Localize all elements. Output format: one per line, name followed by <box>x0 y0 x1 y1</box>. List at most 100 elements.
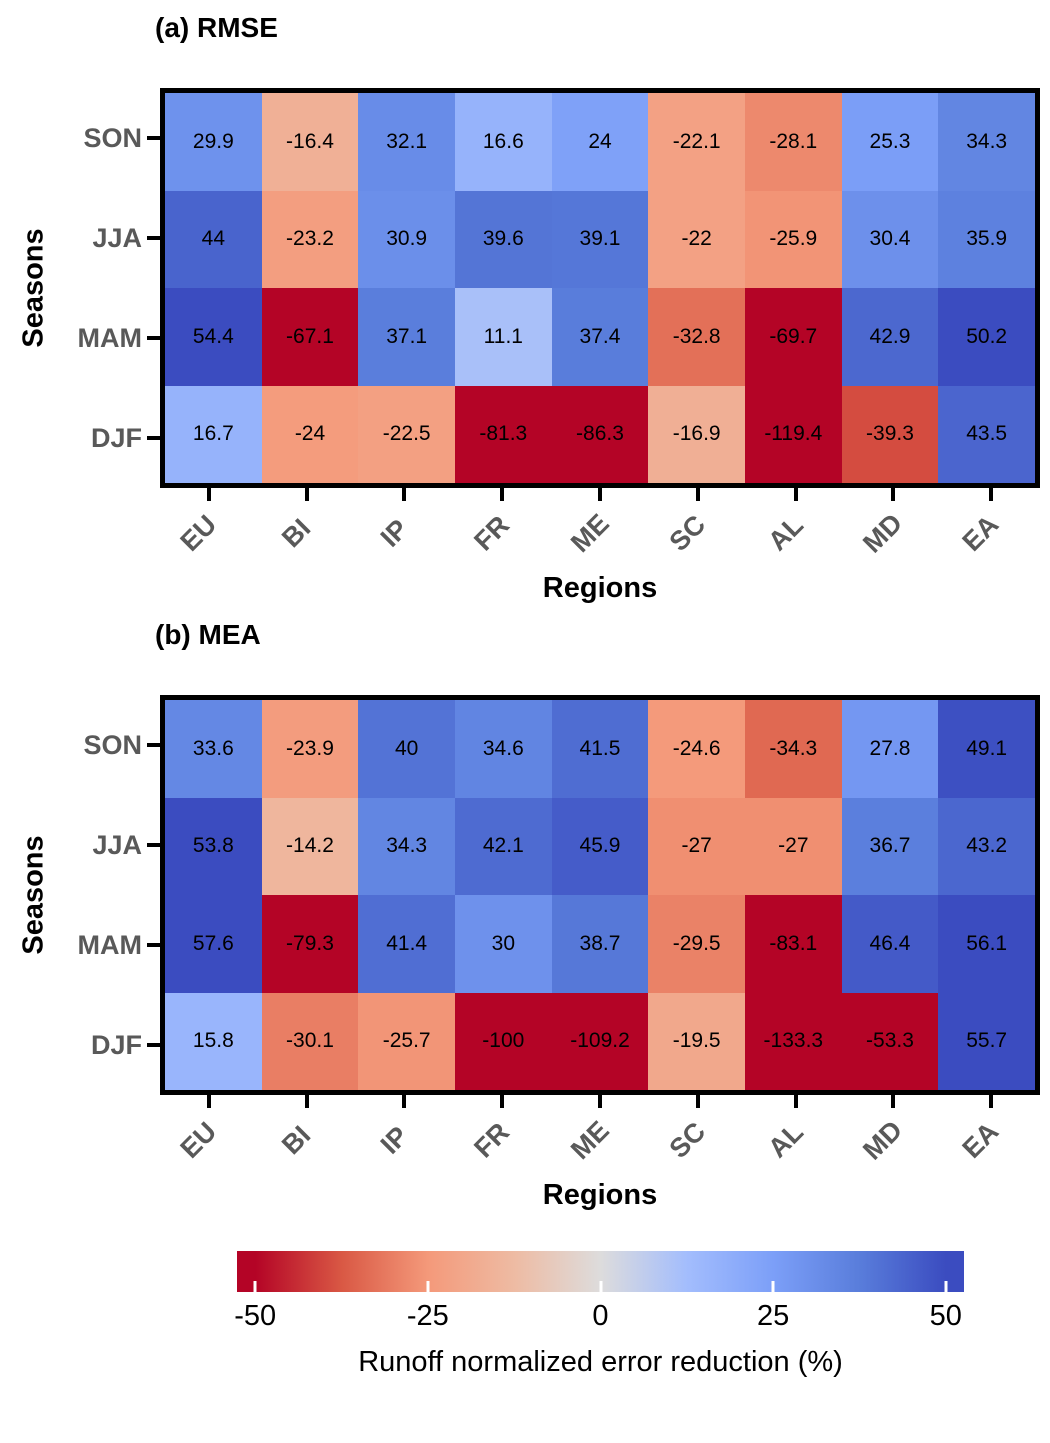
x-tick-mark <box>206 1095 211 1108</box>
x-tick-mark <box>695 1095 700 1108</box>
heatmap-cell: -16.9 <box>648 385 745 483</box>
heatmap-cell: -24 <box>261 385 359 483</box>
x-tick-mark <box>304 488 309 501</box>
x-tick-label: IP <box>374 1120 414 1160</box>
heatmap-cell: -23.2 <box>261 190 359 288</box>
heatmap-cell: -133.3 <box>744 992 842 1090</box>
heatmap-cell: 41.4 <box>358 895 455 993</box>
x-tick-cell: AL <box>747 502 845 574</box>
y-tick-mark <box>147 843 160 847</box>
y-tick-label: MAM <box>77 322 142 353</box>
y-tick-label: JJA <box>92 222 142 253</box>
y-tick-marks <box>147 695 160 1095</box>
x-tick-label: EU <box>174 509 223 558</box>
heatmap-cell: -86.3 <box>551 385 649 483</box>
colorbar-tick-label: -50 <box>234 1300 277 1332</box>
heatmap-cell: -23.9 <box>261 700 359 798</box>
x-tick-label: SC <box>663 509 712 558</box>
x-tick-mark <box>206 488 211 501</box>
colorbar-tick-mark <box>944 1281 948 1292</box>
y-tick-marks <box>147 88 160 488</box>
heatmap-cell: 49.1 <box>938 700 1035 798</box>
heatmap-cell: -19.5 <box>648 992 745 1090</box>
x-tick-marks <box>160 488 1040 501</box>
x-tick-cell: EA <box>942 1109 1040 1181</box>
heatmap-cell: -28.1 <box>744 93 842 191</box>
x-tick-label: BI <box>276 512 317 554</box>
heatmap-cell: -109.2 <box>551 992 649 1090</box>
x-tick-cell: EA <box>942 502 1040 574</box>
heatmap-cell: -34.3 <box>744 700 842 798</box>
heatmap-cell: 34.3 <box>358 797 455 895</box>
heatmap-cell: 39.6 <box>454 190 552 288</box>
panel-mea: (b) MEA Seasons SON JJA MAM DJF 33.6 -23.9 40… <box>0 607 1050 1214</box>
x-tick-mark <box>500 488 505 501</box>
x-tick-label: MD <box>857 507 909 559</box>
heatmap-cell: 56.1 <box>938 895 1035 993</box>
x-tick-cell: SC <box>649 1109 747 1181</box>
heatmap-cell: 43.5 <box>938 385 1035 483</box>
heatmap-cell: -22 <box>648 190 745 288</box>
y-tick-label: DJF <box>90 1029 142 1060</box>
x-tick-label: EA <box>956 509 1005 558</box>
heatmap-cell: 44 <box>165 190 262 288</box>
heatmap-cell: 16.6 <box>454 93 552 191</box>
heatmap-cell: -25.7 <box>358 992 455 1090</box>
y-tick-mark <box>147 236 160 240</box>
heatmap-cell: -14.2 <box>261 797 359 895</box>
x-tick-cell: SC <box>649 502 747 574</box>
panel-b-title: (b) MEA <box>155 619 261 650</box>
colorbar-tick-label: 50 <box>929 1300 962 1332</box>
heatmap-cell: 53.8 <box>165 797 262 895</box>
x-tick-mark <box>402 488 407 501</box>
heatmap-cell: -32.8 <box>648 288 745 386</box>
heatmap-cell: 46.4 <box>841 895 939 993</box>
heatmap-cell: 30.9 <box>358 190 455 288</box>
x-tick-mark <box>402 1095 407 1108</box>
x-tick-cell: ME <box>551 1109 649 1181</box>
x-tick-cell: BI <box>258 1109 356 1181</box>
colorbar-tick-mark <box>771 1281 775 1292</box>
heatmap-grid: 33.6 -23.9 40 34.6 41.5 -24.6 -34.3 27.8 49.1 53.… <box>165 700 1035 1090</box>
x-tick-cell: AL <box>747 1109 845 1181</box>
heatmap-cell: 54.4 <box>165 288 262 386</box>
x-tick-cell: FR <box>453 502 551 574</box>
colorbar-tick-label: -25 <box>406 1300 449 1332</box>
y-tick-label: DJF <box>90 422 142 453</box>
colorbar-tick-mark <box>599 1281 602 1292</box>
y-tick-label: JJA <box>92 829 142 860</box>
x-tick-cell: EU <box>160 1109 258 1181</box>
y-tick-mark <box>147 943 160 947</box>
x-tick-label: MD <box>857 1114 909 1166</box>
colorbar-tick-label: 25 <box>757 1300 790 1332</box>
panel-a-title: (a) RMSE <box>155 12 278 43</box>
x-tick-label: ME <box>564 1115 615 1166</box>
x-tick-label: IP <box>374 513 414 553</box>
colorbar-tick-mark <box>253 1281 257 1292</box>
x-tick-mark <box>500 1095 505 1108</box>
heatmap-cell: 40 <box>358 700 455 798</box>
heatmap-cell: 15.8 <box>165 992 262 1090</box>
x-tick-label: AL <box>761 509 809 557</box>
x-tick-mark <box>989 1095 994 1108</box>
panel-rmse: (a) RMSE Seasons SON JJA MAM DJF 29.9 -16.4 3… <box>0 0 1050 607</box>
heatmap-cell: -27 <box>648 797 745 895</box>
heatmap-cell: -22.1 <box>648 93 745 191</box>
heatmap-cell: -100 <box>454 992 552 1090</box>
heatmap-cell: -53.3 <box>841 992 939 1090</box>
y-tick-mark <box>147 336 160 340</box>
y-tick-mark <box>147 436 160 440</box>
x-axis-title: Regions <box>542 1179 658 1211</box>
y-tick-label: SON <box>83 122 142 153</box>
x-tick-marks <box>160 1095 1040 1108</box>
x-tick-cell: EU <box>160 502 258 574</box>
heatmap-cell: 33.6 <box>165 700 262 798</box>
colorbar-gradient <box>237 1251 964 1292</box>
heatmap-cell: 29.9 <box>165 93 262 191</box>
colorbar: -50 -25 0 25 50 Runoff normalized error redu… <box>234 1251 964 1379</box>
x-tick-label: FR <box>468 1116 516 1164</box>
heatmap-cell: 30 <box>454 895 552 993</box>
heatmap-cell: -16.4 <box>261 93 359 191</box>
x-tick-labels: EU BI IP FR ME SC AL MD EA <box>160 1109 1040 1181</box>
heatmap-cell: 24 <box>551 93 649 191</box>
